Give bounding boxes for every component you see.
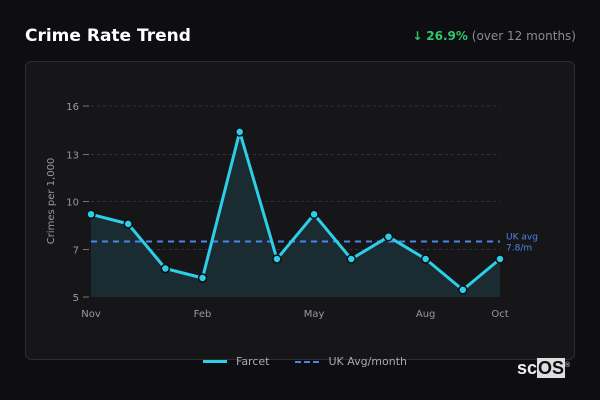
data-point xyxy=(458,285,468,295)
data-point xyxy=(234,127,245,137)
data-point xyxy=(309,209,319,220)
legend-label-uk-avg: UK Avg/month xyxy=(328,355,408,368)
change-indicator: ↓ 26.9% (over 12 months) xyxy=(412,29,576,43)
data-point xyxy=(160,263,171,274)
data-point xyxy=(420,254,431,264)
data-point xyxy=(197,273,208,283)
x-tick-label: Aug xyxy=(416,309,436,320)
legend-label-farcet: Farcet xyxy=(236,355,270,368)
legend: Farcet UK Avg/month xyxy=(203,355,407,368)
y-tick-label: 16 xyxy=(66,102,79,113)
uk-avg-value-label: 7.8/m xyxy=(506,244,532,254)
x-tick-label: May xyxy=(304,309,325,320)
data-point xyxy=(123,219,133,229)
scos-logo: scOS® xyxy=(517,358,571,378)
y-tick-label: 13 xyxy=(66,151,79,162)
data-point xyxy=(346,254,357,264)
data-point xyxy=(495,254,505,264)
data-point xyxy=(272,254,282,264)
chart-card xyxy=(25,61,575,360)
legend-swatch-farcet xyxy=(203,360,227,363)
legend-swatch-uk-avg xyxy=(295,360,320,363)
y-tick-label: 7 xyxy=(73,246,79,257)
change-percent: 26.9% xyxy=(426,29,468,43)
y-axis-label: Crimes per 1,000 xyxy=(46,158,57,245)
down-arrow-icon: ↓ xyxy=(412,29,423,43)
change-note: (over 12 months) xyxy=(471,29,576,43)
x-tick-label: Oct xyxy=(491,309,508,320)
y-tick-label: 5 xyxy=(73,293,79,304)
data-point xyxy=(383,231,394,242)
area-fill xyxy=(91,131,500,297)
series-line-farcet xyxy=(90,130,501,292)
page-title: Crime Rate Trend xyxy=(25,26,191,46)
y-tick-label: 10 xyxy=(66,198,79,209)
x-tick-label: Nov xyxy=(81,309,101,320)
data-point xyxy=(86,209,96,220)
uk-avg-label: UK avg xyxy=(506,233,538,243)
x-tick-label: Feb xyxy=(194,309,212,320)
